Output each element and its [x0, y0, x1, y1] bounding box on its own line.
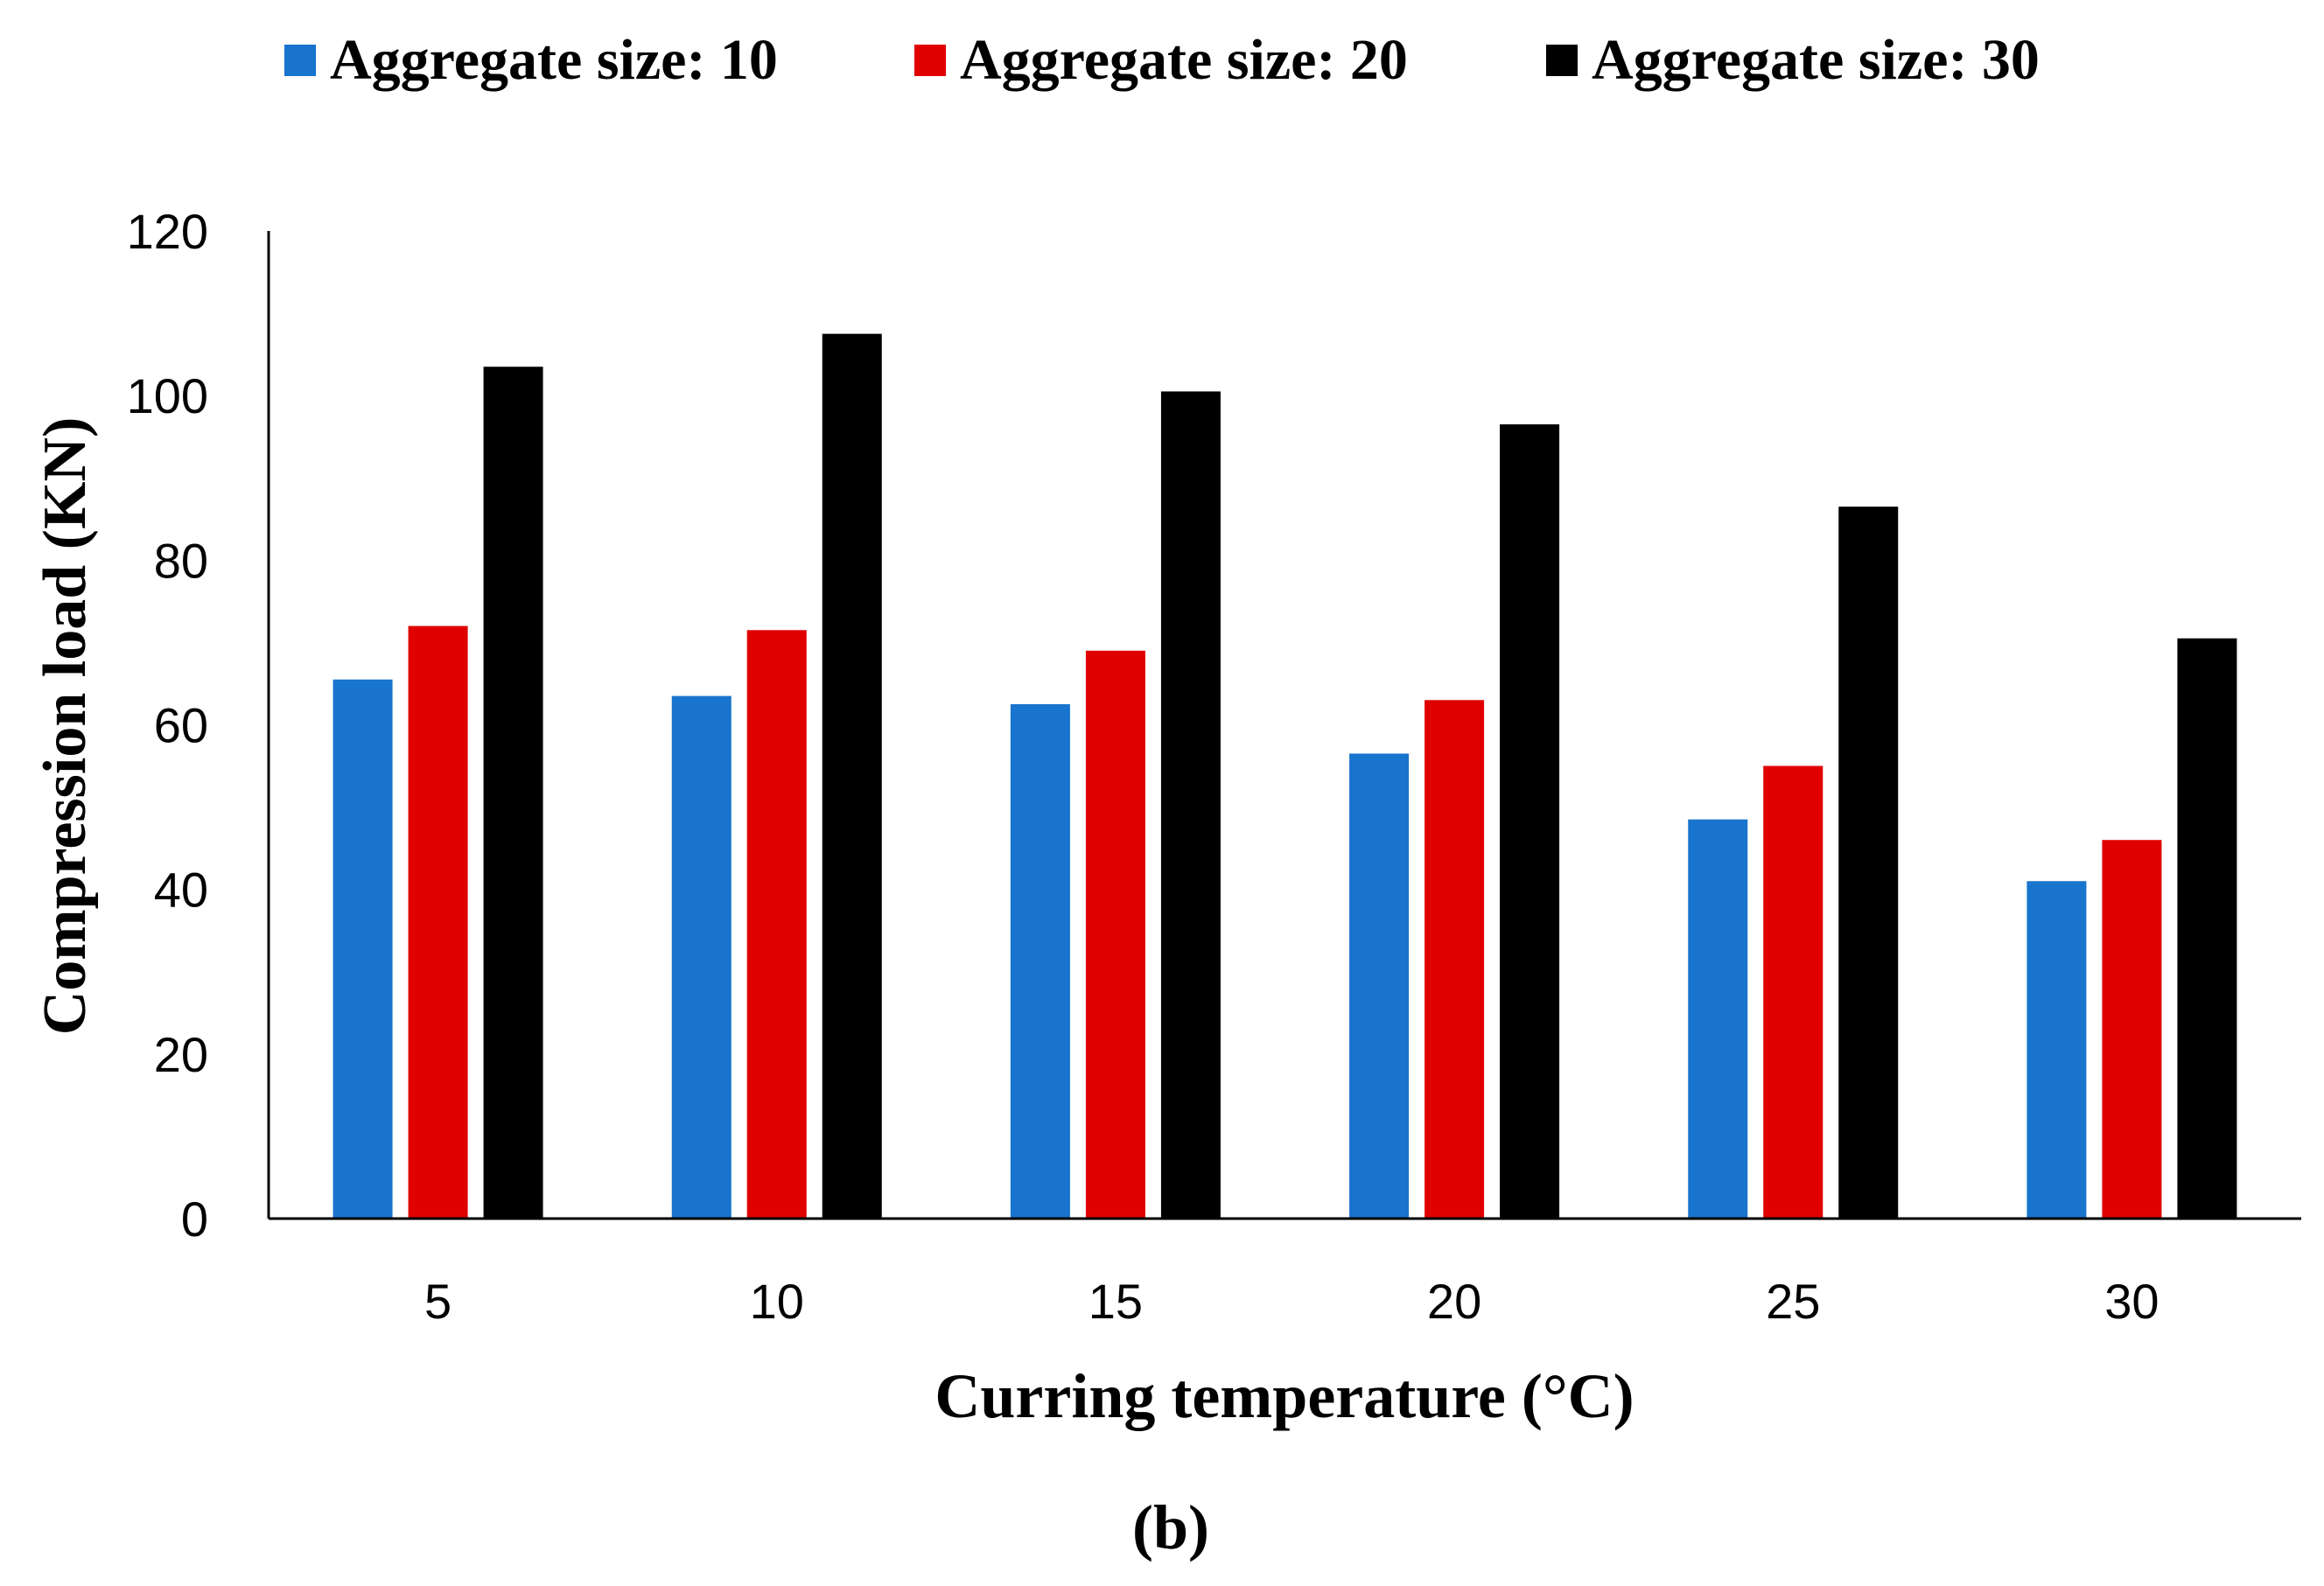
y-tick-label: 40: [154, 863, 208, 918]
bar-aggregate-size-30-20: [1500, 424, 1560, 1219]
bar-aggregate-size-10-20: [1349, 753, 1410, 1219]
bar-aggregate-size-10-10: [671, 695, 732, 1219]
y-tick-label: 100: [127, 368, 208, 423]
bar-aggregate-size-20-15: [1085, 650, 1145, 1219]
x-tick-label: 5: [424, 1274, 452, 1329]
y-tick-label: 0: [181, 1191, 208, 1247]
y-tick-label: 20: [154, 1027, 208, 1082]
bar-aggregate-size-20-5: [408, 625, 468, 1219]
x-tick-label: 15: [1088, 1274, 1143, 1329]
legend-swatch: [914, 45, 946, 76]
legend-swatch: [1546, 45, 1578, 76]
x-axis-ticks: 5 10 15 20 25 30: [424, 1274, 2160, 1329]
y-tick-label: 80: [154, 533, 208, 588]
bar-aggregate-size-10-5: [332, 679, 393, 1219]
legend-item: Aggregate size: 20: [914, 28, 1408, 92]
bar-aggregate-size-30-25: [1838, 507, 1899, 1219]
legend-label: Aggregate size: 20: [960, 28, 1408, 92]
bar-aggregate-size-20-10: [746, 630, 807, 1219]
x-axis-label: Curring temperature (°C): [934, 1361, 1634, 1431]
bar-aggregate-size-20-25: [1763, 765, 1824, 1219]
legend-label: Aggregate size: 30: [1592, 28, 2040, 92]
y-tick-label: 120: [127, 204, 208, 259]
y-axis-label: Compression load (KN): [32, 417, 99, 1036]
bar-aggregate-size-20-30: [2102, 840, 2162, 1219]
x-tick-label: 25: [1766, 1274, 1820, 1329]
bar-aggregate-size-10-30: [2026, 881, 2087, 1219]
bar-aggregate-size-20-20: [1424, 700, 1485, 1219]
bar-aggregate-size-30-5: [483, 367, 543, 1219]
x-tick-label: 30: [2104, 1274, 2159, 1329]
x-tick-label: 20: [1427, 1274, 1481, 1329]
bar-aggregate-size-30-15: [1160, 391, 1221, 1219]
bar-aggregate-size-10-15: [1010, 703, 1070, 1219]
x-tick-label: 10: [750, 1274, 804, 1329]
legend-item: Aggregate size: 30: [1546, 28, 2040, 92]
legend-swatch: [284, 45, 316, 76]
legend-label: Aggregate size: 10: [330, 28, 778, 92]
bars: [332, 333, 2237, 1219]
legend-item: Aggregate size: 10: [284, 28, 778, 92]
panel-label: (b): [1132, 1492, 1209, 1562]
bar-aggregate-size-10-25: [1688, 819, 1748, 1219]
legend: Aggregate size: 10 Aggregate size: 20 Aggr…: [284, 28, 2040, 92]
bar-aggregate-size-30-10: [822, 333, 882, 1219]
y-axis-ticks: 0 20 40 60 80 100 120: [127, 204, 208, 1247]
bar-aggregate-size-30-30: [2177, 638, 2237, 1219]
y-tick-label: 60: [154, 698, 208, 753]
